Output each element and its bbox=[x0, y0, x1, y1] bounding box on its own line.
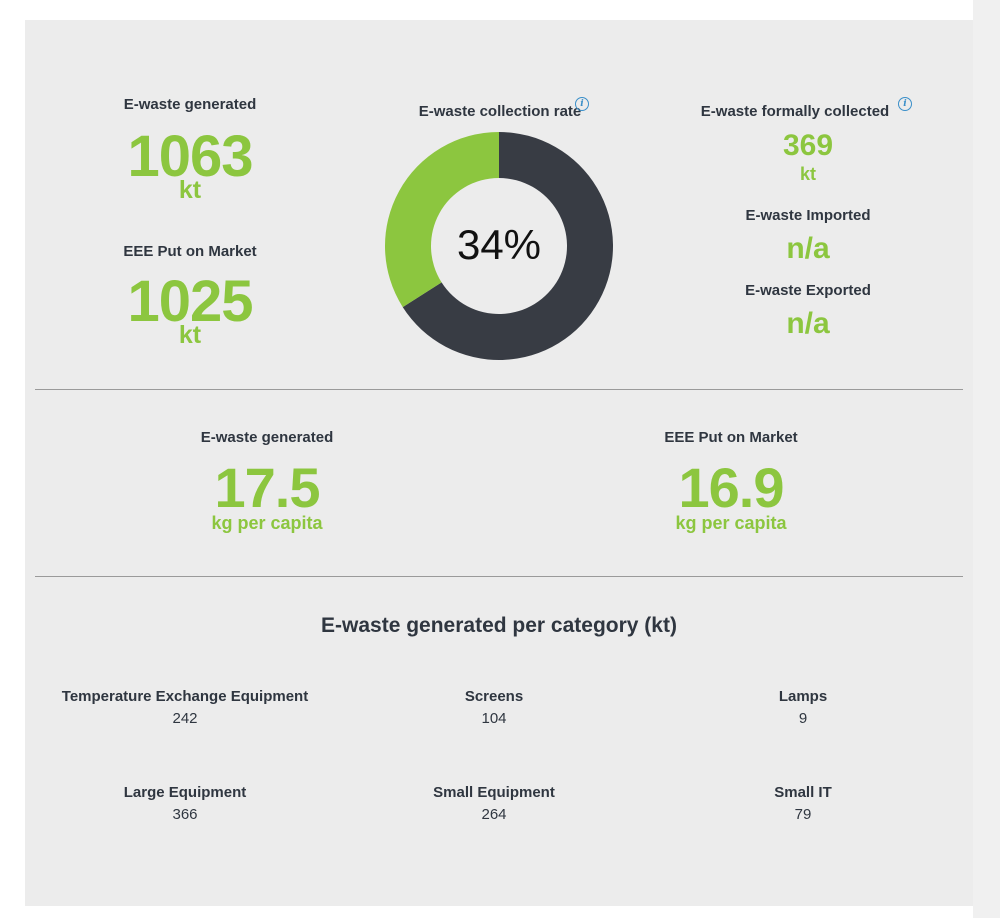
generated-unit: kt bbox=[178, 176, 202, 204]
category-name: Small Equipment bbox=[433, 784, 555, 801]
collection-rate-label: E-waste collection rate bbox=[418, 103, 582, 120]
category-value: 79 bbox=[794, 806, 812, 823]
category-value: 264 bbox=[481, 806, 507, 823]
category-value: 104 bbox=[481, 710, 507, 727]
per-capita-put-on-market-unit: kg per capita bbox=[675, 513, 787, 533]
category-item: Small IT 79 bbox=[703, 784, 903, 823]
category-name: Small IT bbox=[774, 784, 832, 801]
category-name: Temperature Exchange Equipment bbox=[61, 688, 309, 705]
category-item: Lamps 9 bbox=[703, 688, 903, 727]
imported-label: E-waste Imported bbox=[745, 207, 871, 224]
collection-rate-donut: 34% bbox=[385, 132, 613, 360]
put-on-market-value: 1025 bbox=[127, 269, 253, 334]
collection-rate-value: 34% bbox=[457, 221, 541, 268]
divider-bottom bbox=[35, 576, 963, 577]
formally-collected-label: E-waste formally collected bbox=[700, 103, 890, 120]
page-scroll-gutter bbox=[973, 0, 1000, 918]
category-name: Lamps bbox=[778, 688, 828, 705]
put-on-market-label: EEE Put on Market bbox=[123, 243, 257, 260]
category-item: Small Equipment 264 bbox=[394, 784, 594, 823]
info-icon[interactable]: i bbox=[575, 97, 589, 111]
ewaste-stats-panel: E-waste generated 1063 kt EEE Put on Mar… bbox=[25, 20, 973, 906]
put-on-market-unit: kt bbox=[178, 321, 202, 349]
per-capita-generated-value: 17.5 bbox=[214, 456, 321, 519]
category-value: 9 bbox=[798, 710, 808, 727]
formally-collected-unit: kt bbox=[799, 164, 816, 184]
per-capita-generated-label: E-waste generated bbox=[200, 429, 334, 446]
info-icon[interactable]: i bbox=[898, 97, 912, 111]
category-value: 366 bbox=[172, 806, 198, 823]
exported-value: n/a bbox=[786, 307, 830, 340]
divider-top bbox=[35, 389, 963, 390]
donut-collected-segment bbox=[385, 132, 499, 308]
category-item: Screens 104 bbox=[394, 688, 594, 727]
exported-label: E-waste Exported bbox=[745, 282, 871, 299]
category-name: Large Equipment bbox=[123, 784, 247, 801]
per-capita-generated-unit: kg per capita bbox=[211, 513, 323, 533]
donut-remaining-segment bbox=[402, 132, 613, 360]
category-name: Screens bbox=[464, 688, 524, 705]
category-item: Large Equipment 366 bbox=[85, 784, 285, 823]
formally-collected-value: 369 bbox=[782, 129, 834, 162]
per-capita-put-on-market-label: EEE Put on Market bbox=[664, 429, 798, 446]
category-item: Temperature Exchange Equipment 242 bbox=[45, 688, 325, 727]
imported-value: n/a bbox=[786, 232, 830, 265]
generated-value: 1063 bbox=[127, 124, 253, 189]
category-section-title: E-waste generated per category (kt) bbox=[321, 614, 677, 637]
category-value: 242 bbox=[172, 710, 198, 727]
per-capita-put-on-market-value: 16.9 bbox=[678, 456, 785, 519]
generated-label: E-waste generated bbox=[123, 96, 257, 113]
